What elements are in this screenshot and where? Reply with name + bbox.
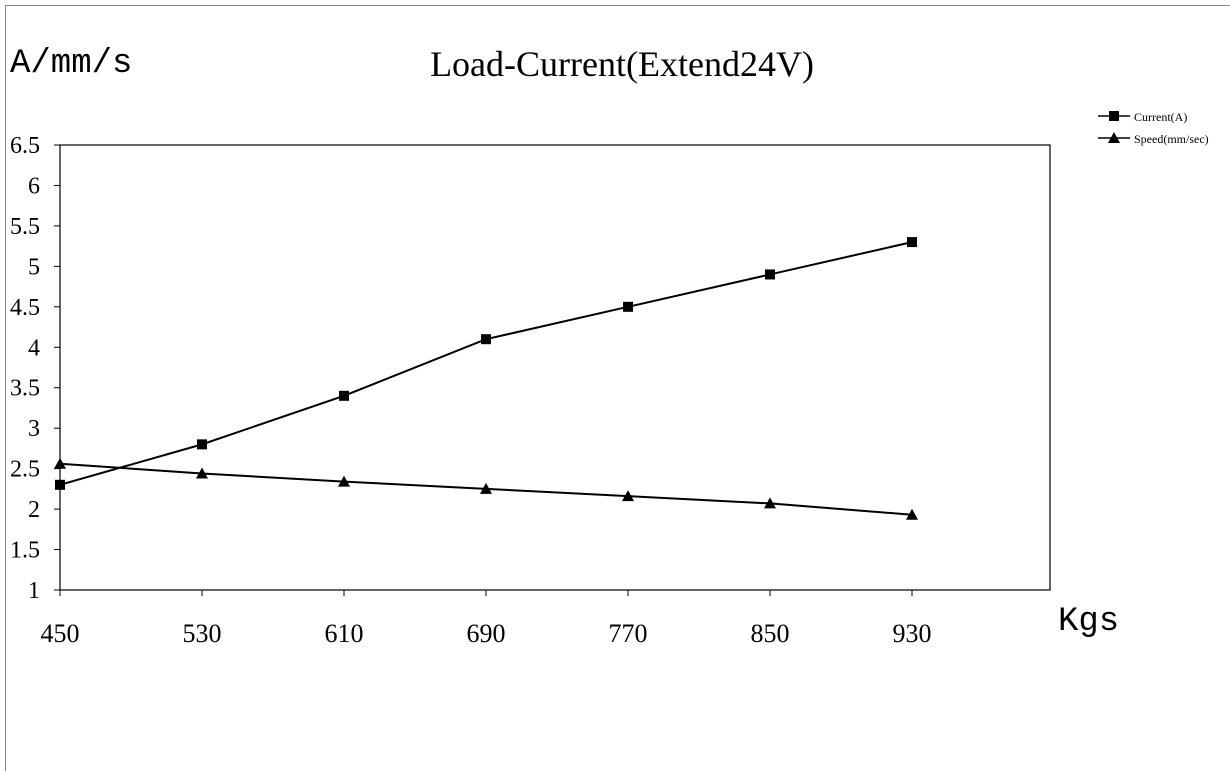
legend-label-speed-mm-sec: Speed(mm/sec): [1134, 132, 1209, 146]
y-tick-label: 2: [28, 497, 40, 523]
legend: Current(A) Speed(mm/sec): [1098, 110, 1209, 146]
data-point-speed-mm-sec: [480, 482, 492, 494]
x-tick-label: 610: [325, 619, 364, 648]
y-tick-label: 6.5: [10, 133, 40, 159]
data-point-current-a: [339, 390, 349, 401]
y-tick-label: 1.5: [10, 538, 40, 564]
y-tick-label: 5: [28, 254, 40, 280]
data-point-current-a: [623, 301, 633, 312]
x-tick-label: 690: [467, 619, 506, 648]
x-tick-label: 850: [751, 619, 790, 648]
chart-title: Load-Current(Extend24V): [430, 44, 814, 84]
x-tick-label: 770: [609, 619, 648, 648]
chart-frame: [5, 5, 1230, 771]
plot-area: [59, 144, 1051, 591]
data-point-speed-mm-sec: [622, 490, 634, 502]
legend-marker-current-a: [1109, 111, 1119, 121]
series-line-current-a: [59, 241, 913, 486]
legend-label-current-a: Current(A): [1134, 110, 1187, 124]
x-tick-label: 530: [183, 619, 222, 648]
x-tick-label: 450: [41, 619, 80, 648]
data-point-speed-mm-sec: [196, 467, 208, 479]
y-tick-label: 3: [28, 416, 40, 442]
y-tick-label: 2.5: [10, 457, 40, 483]
data-point-speed-mm-sec: [338, 475, 350, 487]
y-tick-label: 1: [28, 578, 40, 604]
x-axis-label: Kgs: [1058, 603, 1119, 641]
y-tick-label: 6: [28, 173, 40, 199]
data-point-current-a: [197, 439, 207, 450]
y-tick-label: 3.5: [10, 376, 40, 402]
y-tick-label: 5.5: [10, 214, 40, 240]
axes-layer: 1 1.5 2 2.5 3 3.5 4 4.5 5 5.5 6 6.5 450 530 610 690 770 8…: [10, 133, 932, 648]
y-axis-label: A/mm/s: [10, 45, 132, 83]
y-tick-label: 4.5: [10, 295, 40, 321]
data-point-current-a: [907, 237, 917, 248]
data-point-current-a: [765, 269, 775, 280]
data-point-speed-mm-sec: [764, 497, 776, 509]
x-tick-label: 930: [893, 619, 932, 648]
data-point-speed-mm-sec: [54, 457, 66, 469]
series-speed-mm-sec: [54, 457, 918, 520]
series-layer: [54, 237, 918, 520]
legend-marker-speed-mm-sec: [1108, 132, 1120, 143]
data-point-speed-mm-sec: [906, 508, 918, 520]
series-current-a: [55, 237, 917, 490]
data-point-current-a: [481, 334, 491, 345]
data-point-current-a: [55, 479, 65, 490]
y-tick-label: 4: [28, 335, 40, 361]
